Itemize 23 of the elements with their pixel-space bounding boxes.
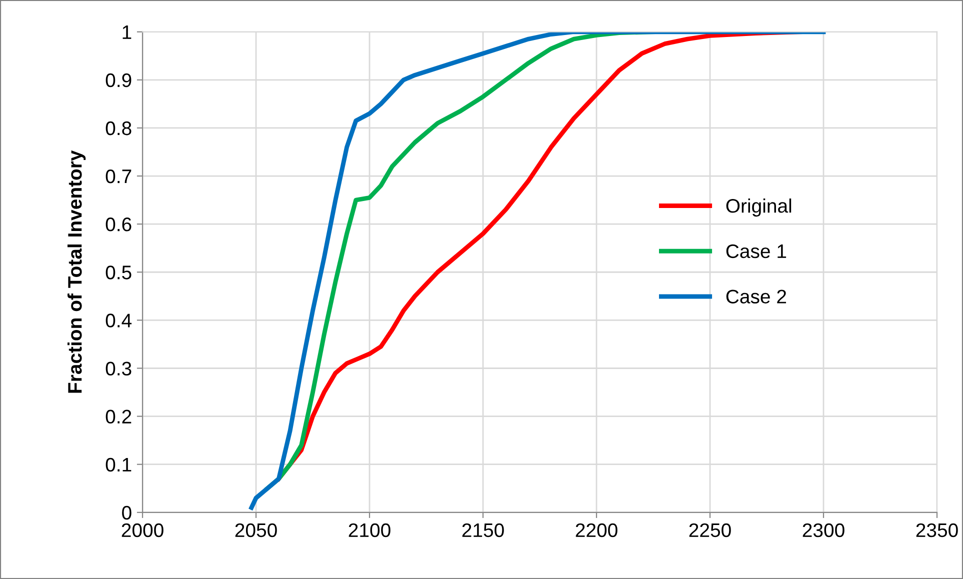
x-tick-label: 2150 — [462, 523, 504, 538]
y-tick-label: 0.5 — [106, 266, 132, 280]
x-tick-label: 2200 — [576, 523, 618, 538]
x-tick-label: 2100 — [348, 523, 390, 538]
y-tick-label: 0.3 — [106, 362, 132, 376]
y-tick-label: 0.6 — [106, 218, 132, 232]
legend-label: Case 2 — [726, 290, 786, 304]
x-tick-label: 2000 — [122, 523, 164, 538]
y-tick-label: 0.8 — [106, 121, 132, 136]
x-tick-label: 2050 — [235, 523, 277, 538]
x-tick-label: 2300 — [802, 523, 844, 538]
y-tick-label: 0 — [122, 506, 132, 520]
y-tick-label: 0.7 — [106, 169, 132, 184]
legend-label: Original — [726, 198, 792, 217]
x-tick-label: 2350 — [916, 523, 958, 538]
y-tick-label: 0.2 — [106, 410, 132, 424]
y-tick-label: 0.4 — [106, 314, 132, 328]
legend-label: Case 1 — [726, 244, 786, 258]
y-axis-title: Fraction of Total Inventory — [68, 150, 86, 393]
y-tick-label: 1 — [122, 26, 132, 39]
y-tick-label: 0.9 — [106, 73, 132, 88]
x-tick-label: 2250 — [689, 523, 731, 538]
y-tick-label: 0.1 — [106, 458, 132, 472]
